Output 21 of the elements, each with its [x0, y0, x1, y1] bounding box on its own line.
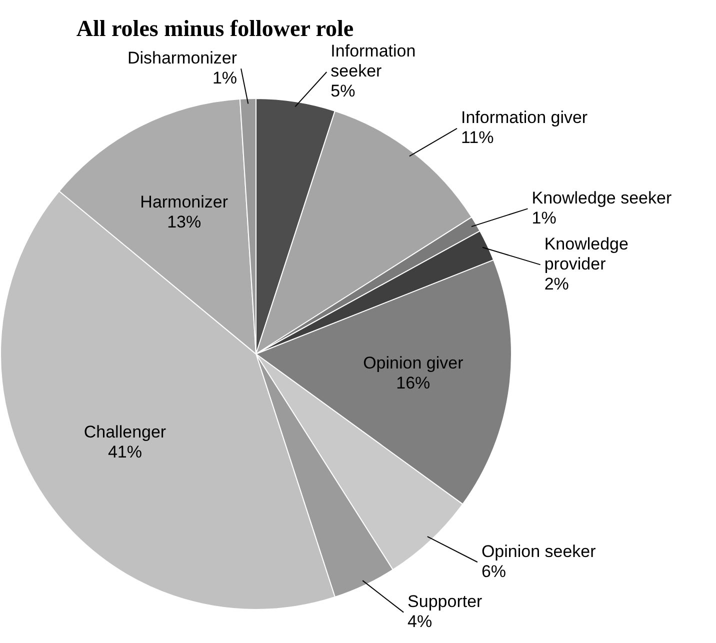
slice-label: Information seeker [330, 42, 416, 81]
slice-label: Supporter [408, 592, 483, 612]
data-label: 4% [408, 612, 432, 632]
slice-label: Knowledge provider [544, 234, 628, 274]
data-label: 6% [481, 562, 506, 581]
data-label: 1% [212, 68, 238, 88]
slice-label: Disharmonizer [127, 48, 238, 68]
slice-label: Opinion giver [363, 354, 464, 373]
slice-label: Opinion seeker [481, 542, 596, 561]
slice-label: Harmonizer [140, 192, 228, 212]
data-label: 1% [532, 208, 556, 228]
chart-title: All roles minus follower role [76, 16, 354, 41]
slice-label: Challenger [84, 422, 166, 442]
data-label: 5% [330, 82, 356, 101]
slice-label: Information giver [460, 108, 588, 128]
data-label: 2% [544, 274, 569, 294]
slice-label: Knowledge seeker [532, 188, 672, 208]
data-label: 16% [396, 374, 430, 393]
data-label: 13% [167, 212, 202, 232]
data-label: 11% [460, 128, 494, 148]
data-label: 41% [108, 442, 142, 462]
